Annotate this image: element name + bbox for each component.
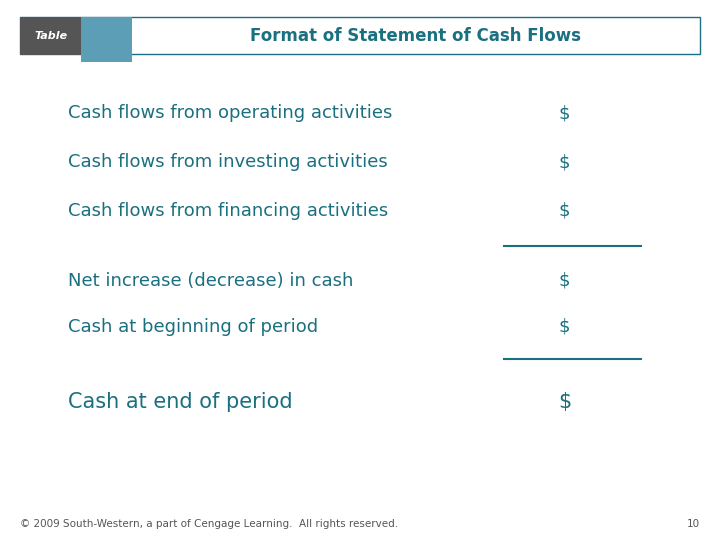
Text: $: $ bbox=[558, 153, 570, 171]
Text: $: $ bbox=[558, 318, 570, 336]
Text: Table: Table bbox=[34, 31, 68, 40]
Text: $: $ bbox=[558, 201, 570, 220]
Text: Cash flows from financing activities: Cash flows from financing activities bbox=[68, 201, 389, 220]
Text: $: $ bbox=[558, 392, 571, 413]
Bar bbox=[20, 17, 81, 55]
Bar bbox=[81, 17, 132, 62]
Text: Cash flows from operating activities: Cash flows from operating activities bbox=[68, 104, 393, 123]
Text: Format of Statement of Cash Flows: Format of Statement of Cash Flows bbox=[251, 26, 581, 45]
Text: © 2009 South-Western, a part of Cengage Learning.  All rights reserved.: © 2009 South-Western, a part of Cengage … bbox=[20, 519, 398, 529]
Text: Cash at beginning of period: Cash at beginning of period bbox=[68, 318, 318, 336]
Text: 10: 10 bbox=[687, 519, 700, 529]
Text: $: $ bbox=[558, 272, 570, 290]
Text: Cash at end of period: Cash at end of period bbox=[68, 392, 293, 413]
Text: Net increase (decrease) in cash: Net increase (decrease) in cash bbox=[68, 272, 354, 290]
Text: $: $ bbox=[558, 104, 570, 123]
Bar bbox=[20, 17, 700, 54]
Text: Cash flows from investing activities: Cash flows from investing activities bbox=[68, 153, 388, 171]
